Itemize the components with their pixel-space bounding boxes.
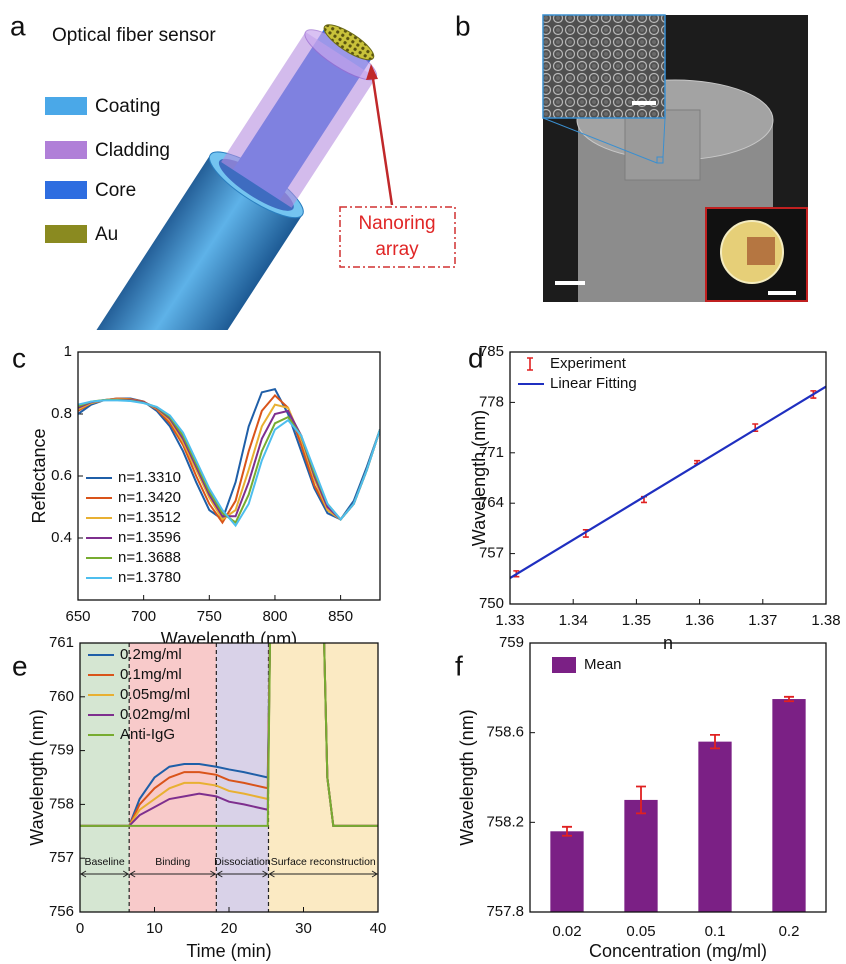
y-tick-label: 757.8 xyxy=(486,903,524,920)
x-tick-label: 1.33 xyxy=(495,612,524,629)
legend-swatch xyxy=(45,141,87,159)
legend-swatch xyxy=(45,225,87,243)
legend-label: Linear Fitting xyxy=(550,375,637,392)
x-tick-label: 850 xyxy=(328,608,353,625)
bar xyxy=(772,699,805,912)
legend-label: n=1.3596 xyxy=(118,529,181,546)
x-tick-label: 700 xyxy=(131,608,156,625)
array-spot xyxy=(747,237,775,265)
region xyxy=(129,643,216,912)
region-label: Dissociation xyxy=(214,856,271,868)
error-bar xyxy=(784,697,794,701)
region xyxy=(80,643,129,912)
y-tick-label: 778 xyxy=(479,393,504,410)
y-tick-label: 758.2 xyxy=(486,813,524,830)
region xyxy=(268,643,378,912)
y-tick-label: 760 xyxy=(49,688,74,705)
y-tick-label: 1 xyxy=(64,343,72,360)
array-region xyxy=(625,110,700,180)
y-axis-label: Wavelength (nm) xyxy=(469,410,489,546)
x-tick-label: 10 xyxy=(146,920,163,937)
legend-label: 0.05mg/ml xyxy=(120,686,190,703)
legend-label: n=1.3688 xyxy=(118,549,181,566)
y-tick-label: 0.8 xyxy=(51,405,72,422)
legend-label: n=1.3420 xyxy=(118,489,181,506)
y-tick-label: 761 xyxy=(49,634,74,651)
legend-label: Cladding xyxy=(95,140,170,161)
series-line xyxy=(78,400,380,525)
x-tick-label: 1.36 xyxy=(685,612,714,629)
y-tick-label: 0.4 xyxy=(51,529,72,546)
legend-label: Au xyxy=(95,224,118,245)
legend-label: 0.2mg/ml xyxy=(120,646,182,663)
legend-label: Anti-IgG xyxy=(120,726,175,743)
annotation-arrow xyxy=(372,72,392,205)
x-tick-label: 1.37 xyxy=(748,612,777,629)
chart-panel: 757.8 758.2 758.6 759 0.02 0.05 0.1 0.2 Mean Conc… xyxy=(455,634,826,961)
illustration-title: Optical fiber sensor xyxy=(52,25,216,46)
annotation: array xyxy=(375,239,419,260)
panel-label: a xyxy=(10,10,26,41)
x-axis-label: Time (min) xyxy=(186,941,271,961)
series-line xyxy=(510,387,826,579)
panel-label: e xyxy=(12,650,28,681)
x-tick-label: 0.2 xyxy=(779,923,800,940)
y-tick-label: 759 xyxy=(499,634,524,651)
x-tick-label: 40 xyxy=(370,920,387,937)
x-tick-label: 20 xyxy=(221,920,238,937)
legend-label: n=1.3512 xyxy=(118,509,181,526)
y-tick-label: 0.6 xyxy=(51,467,72,484)
y-tick-label: 758 xyxy=(49,795,74,812)
annotation: Nanoring xyxy=(358,213,435,234)
panel-label: d xyxy=(468,342,484,373)
fiber-illustration xyxy=(36,5,400,483)
y-tick-label: 750 xyxy=(479,595,504,612)
chart-panel: 0.4 0.6 0.8 1 650 700 750 800 850 n=1.3310 n=1.342… xyxy=(12,342,380,648)
legend-swatch xyxy=(527,358,533,370)
legend-label: 0.1mg/ml xyxy=(120,666,182,683)
figure: a Optical fiber sensor Coating Cladding … xyxy=(0,0,846,964)
legend-label: 0.02mg/ml xyxy=(120,706,190,723)
legend-swatch xyxy=(45,97,87,115)
legend-label: Coating xyxy=(95,96,161,117)
bar xyxy=(550,831,583,912)
legend-swatch xyxy=(552,657,576,673)
y-tick-label: 757 xyxy=(49,849,74,866)
x-tick-label: 1.34 xyxy=(559,612,588,629)
region-label: Baseline xyxy=(84,856,124,868)
x-tick-label: 750 xyxy=(197,608,222,625)
bar xyxy=(624,800,657,912)
x-tick-label: 1.38 xyxy=(811,612,840,629)
y-tick-label: 756 xyxy=(49,903,74,920)
y-tick-label: 759 xyxy=(49,742,74,759)
legend-label: Mean xyxy=(584,656,622,673)
x-tick-label: 1.35 xyxy=(622,612,651,629)
x-tick-label: 0.02 xyxy=(552,923,581,940)
legend-label: n=1.3310 xyxy=(118,469,181,486)
y-axis-label: Wavelength (nm) xyxy=(457,709,477,845)
bar xyxy=(698,742,731,912)
legend-label: Core xyxy=(95,180,136,201)
x-tick-label: 30 xyxy=(295,920,312,937)
y-axis-label: Wavelength (nm) xyxy=(27,709,47,845)
panel-label: b xyxy=(455,10,471,41)
legend-swatch xyxy=(45,181,87,199)
x-axis-label: Concentration (mg/ml) xyxy=(589,941,767,961)
x-tick-label: 0.05 xyxy=(626,923,655,940)
y-tick-label: 758.6 xyxy=(486,724,524,741)
legend-label: Experiment xyxy=(550,355,627,372)
panel-label: c xyxy=(12,342,26,373)
region-label: Surface reconstruction xyxy=(271,856,376,868)
x-tick-label: 800 xyxy=(262,608,287,625)
y-axis-label: Reflectance xyxy=(29,428,49,523)
x-tick-label: 0.1 xyxy=(705,923,726,940)
x-tick-label: 650 xyxy=(65,608,90,625)
region-label: Binding xyxy=(155,856,190,868)
panel-label: f xyxy=(455,650,463,681)
x-tick-label: 0 xyxy=(76,920,84,937)
legend-label: n=1.3780 xyxy=(118,569,181,586)
